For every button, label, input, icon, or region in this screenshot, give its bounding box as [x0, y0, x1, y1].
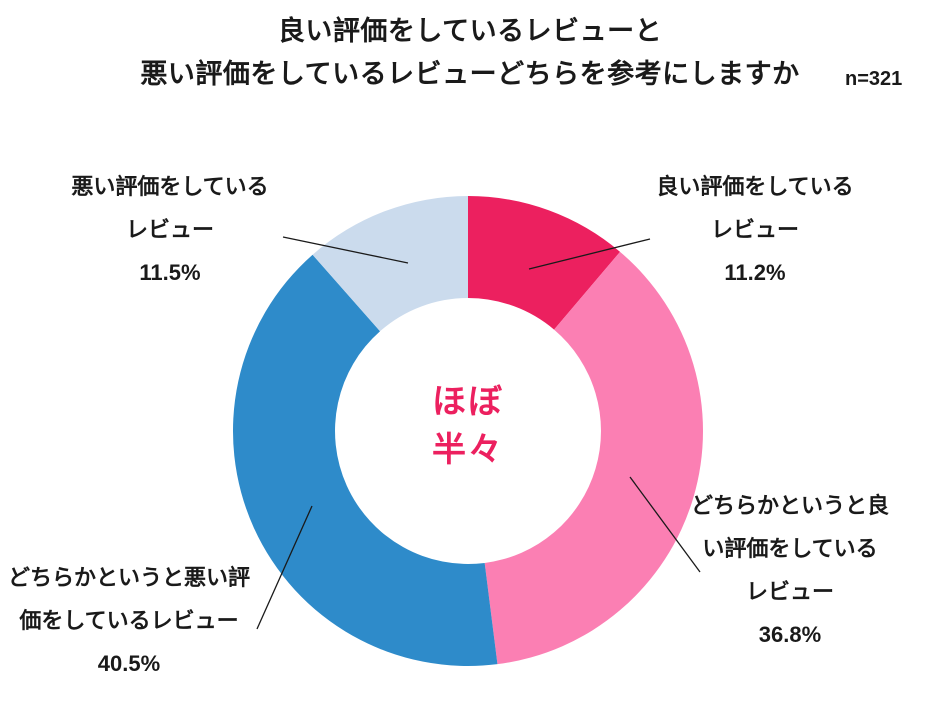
callout-negative: 悪い評価をしている レビュー 11.5%: [20, 165, 320, 294]
leader-lines: [256, 236, 701, 630]
callout-line: レビュー: [125, 217, 214, 242]
chart-title: 良い評価をしているレビューと 悪い評価をしているレビューどちらを参考にしますか: [0, 10, 940, 96]
pie-slice-negative: [312, 196, 468, 332]
pie-slice-somewhat-positive: [484, 251, 704, 665]
leader-line-somewhat-negative: [256, 505, 313, 630]
callout-line: どちらかというと悪い評: [7, 565, 250, 590]
callout-line: レビュー: [745, 579, 834, 604]
callout-line: 良い評価をしている: [656, 174, 854, 199]
pie-slice-somewhat-negative: [232, 254, 498, 667]
callout-value: 40.5%: [97, 651, 161, 676]
callout-value: 11.5%: [139, 260, 201, 285]
leader-line-positive: [528, 238, 651, 270]
donut-slices: [232, 196, 704, 667]
callout-value: 11.2%: [724, 260, 786, 285]
donut-center-label: ほぼ 半々: [368, 378, 568, 474]
center-label-line2: 半々: [432, 431, 504, 469]
pie-slice-positive: [468, 196, 621, 330]
center-label-line1: ほぼ: [432, 383, 504, 421]
callout-value: 36.8%: [758, 622, 822, 647]
chart-title-line1: 良い評価をしているレビューと: [277, 16, 663, 46]
callout-positive: 良い評価をしている レビュー 11.2%: [605, 165, 905, 294]
callout-line: い評価をしている: [702, 536, 878, 561]
callout-line: 悪い評価をしている: [71, 174, 269, 199]
callout-line: 価をしているレビュー: [19, 608, 239, 633]
callout-line: レビュー: [710, 217, 799, 242]
leader-line-negative: [282, 236, 409, 264]
callout-somewhat-positive: どちらかというと良 い評価をしている レビュー 36.8%: [640, 484, 940, 656]
leader-line-somewhat-positive: [629, 476, 701, 573]
callout-somewhat-negative: どちらかというと悪い評 価をしているレビュー 40.5%: [0, 556, 258, 685]
chart-title-line2: 悪い評価をしているレビューどちらを参考にしますか: [140, 59, 800, 89]
callout-line: どちらかというと良: [690, 493, 889, 518]
sample-size-label: n=321: [845, 68, 903, 90]
